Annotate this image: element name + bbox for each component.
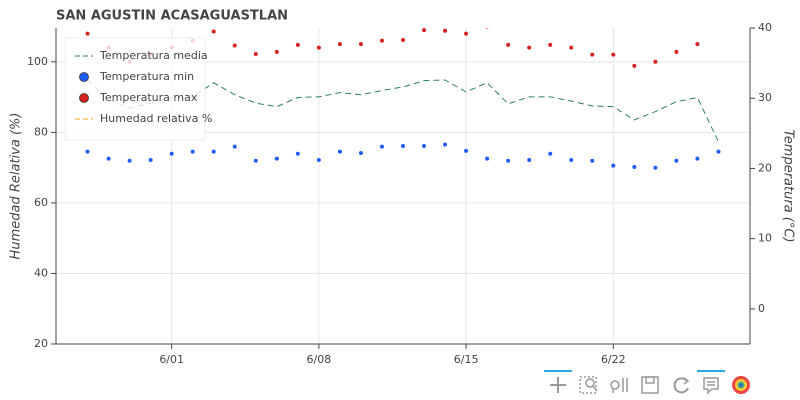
- y-tick-label: 20: [34, 337, 48, 350]
- data-point: [127, 158, 132, 163]
- y-tick-label: 80: [34, 125, 48, 138]
- data-point: [274, 49, 279, 54]
- data-point: [211, 29, 216, 34]
- y2-tick-label: 0: [758, 302, 765, 315]
- chart-title: SAN AGUSTIN ACASAGUASTLAN: [56, 9, 288, 24]
- toolbar: [544, 370, 750, 395]
- data-point: [316, 45, 321, 50]
- active-indicator: [544, 370, 572, 372]
- data-point: [316, 158, 321, 163]
- data-point: [85, 149, 90, 154]
- data-point: [653, 59, 658, 64]
- bokeh-logo[interactable]: [732, 376, 750, 394]
- data-point: [632, 165, 637, 170]
- active-indicator: [697, 370, 725, 372]
- data-point: [569, 45, 574, 50]
- data-point: [632, 63, 637, 68]
- legend-label: Humedad relativa %: [100, 112, 212, 125]
- y2-tick-label: 30: [758, 91, 772, 104]
- data-point: [232, 43, 237, 48]
- legend-label: Temperatura max: [99, 91, 198, 104]
- wheel-zoom-tool[interactable]: [610, 378, 628, 393]
- save-tool[interactable]: [641, 376, 659, 394]
- y2-tick-label: 40: [758, 21, 772, 34]
- box-zoom-tool[interactable]: [579, 376, 598, 394]
- data-point: [148, 158, 153, 163]
- y-tick-label: 60: [34, 196, 48, 209]
- data-point: [295, 151, 300, 156]
- data-point: [695, 156, 700, 161]
- y2-tick-label: 20: [758, 161, 772, 174]
- hover-tool[interactable]: [703, 377, 719, 395]
- data-point: [611, 163, 616, 168]
- data-point: [253, 158, 258, 163]
- data-point: [464, 31, 469, 36]
- data-point: [443, 28, 448, 33]
- y-tick-label: 100: [27, 55, 48, 68]
- y-tick-label: 40: [34, 266, 48, 279]
- data-point: [401, 143, 405, 148]
- data-point: [211, 149, 216, 154]
- data-point: [674, 158, 679, 163]
- data-point: [464, 148, 469, 153]
- legend-box: [64, 37, 206, 141]
- legend: Temperatura media Temperatura min Temperat…: [64, 37, 212, 141]
- y-axis-label: Humedad Relativa (%): [9, 113, 24, 260]
- data-point: [611, 52, 616, 57]
- x-tick-label: 6/01: [159, 353, 184, 366]
- data-point: [527, 158, 532, 163]
- data-point: [548, 42, 553, 47]
- data-point: [443, 142, 448, 147]
- x-tick-label: 6/15: [454, 353, 479, 366]
- data-point: [106, 156, 111, 161]
- plot-area: [85, 28, 721, 170]
- data-point: [401, 37, 405, 42]
- data-point: [653, 165, 658, 170]
- y2-axis-label: Temperatura (°C): [781, 129, 796, 242]
- reset-tool[interactable]: [673, 377, 690, 394]
- legend-swatch: [79, 72, 89, 82]
- data-point: [695, 42, 700, 47]
- pan-tool[interactable]: [550, 377, 566, 393]
- data-point: [716, 149, 721, 154]
- data-point: [422, 143, 427, 148]
- data-point: [337, 42, 342, 47]
- data-point: [253, 51, 258, 56]
- data-point: [527, 45, 532, 50]
- data-point: [379, 38, 384, 43]
- data-point: [379, 144, 384, 149]
- data-point: [169, 151, 174, 156]
- data-point: [232, 144, 237, 149]
- data-point: [590, 158, 595, 163]
- data-point: [485, 28, 489, 29]
- y2-tick-label: 10: [758, 232, 772, 245]
- legend-swatch: [79, 93, 89, 103]
- data-point: [485, 156, 490, 161]
- data-point: [190, 149, 195, 154]
- data-point: [569, 158, 574, 163]
- legend-label: Temperatura min: [99, 70, 194, 83]
- data-point: [85, 31, 90, 36]
- data-point: [674, 49, 679, 54]
- data-point: [422, 28, 427, 33]
- data-point: [358, 42, 363, 47]
- data-point: [506, 158, 511, 163]
- data-point: [506, 42, 511, 47]
- data-point: [358, 150, 363, 155]
- data-point: [548, 151, 553, 156]
- data-point: [337, 149, 342, 154]
- legend-label: Temperatura media: [99, 49, 208, 62]
- data-point: [590, 52, 595, 57]
- data-point: [295, 42, 300, 47]
- data-point: [274, 156, 279, 161]
- x-tick-label: 6/08: [307, 353, 332, 366]
- x-tick-label: 6/22: [601, 353, 626, 366]
